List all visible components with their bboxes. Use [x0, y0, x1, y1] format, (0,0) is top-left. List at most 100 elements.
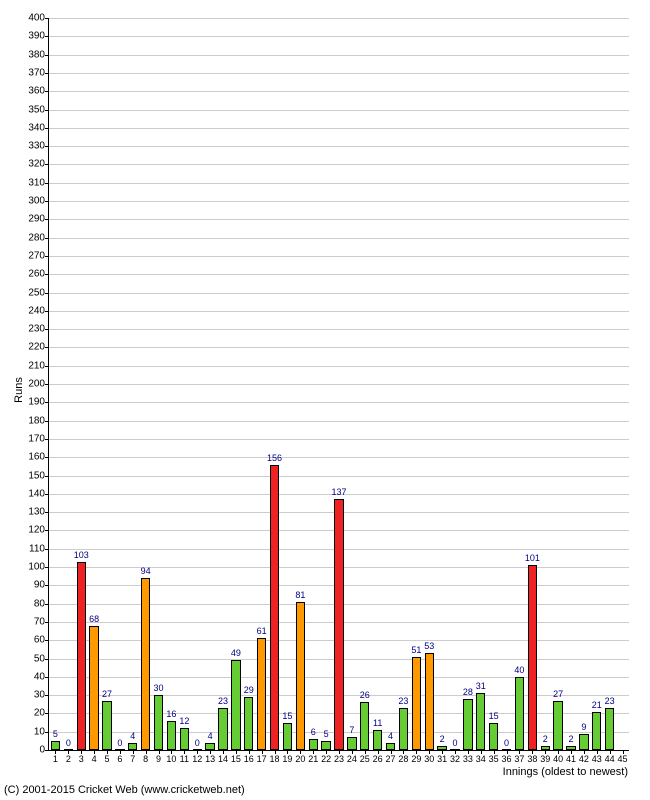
x-tick-label: 31 [437, 750, 447, 764]
grid-line [49, 128, 629, 129]
y-tick-label: 340 [28, 122, 49, 133]
y-tick-label: 290 [28, 214, 49, 225]
bar [141, 578, 150, 750]
bar [437, 746, 446, 750]
bar [360, 702, 369, 750]
y-tick-label: 50 [34, 653, 49, 664]
bar-value-label: 27 [102, 689, 112, 699]
bar [553, 701, 562, 750]
y-tick-label: 370 [28, 67, 49, 78]
grid-line [49, 366, 629, 367]
grid-line [49, 238, 629, 239]
bar-value-label: 26 [360, 690, 370, 700]
bar-value-label: 23 [398, 696, 408, 706]
bar-value-label: 5 [324, 729, 329, 739]
grid-line [49, 18, 629, 19]
y-tick-label: 90 [34, 580, 49, 591]
x-tick-label: 11 [180, 750, 189, 764]
x-tick-label: 24 [347, 750, 357, 764]
x-tick-label: 16 [244, 750, 254, 764]
x-tick-label: 3 [79, 750, 84, 764]
bar-value-label: 23 [218, 696, 228, 706]
bar-value-label: 31 [476, 681, 486, 691]
y-tick-label: 40 [34, 671, 49, 682]
y-tick-label: 260 [28, 269, 49, 280]
bar [373, 730, 382, 750]
bar-value-label: 0 [66, 738, 71, 748]
y-tick-label: 400 [28, 13, 49, 24]
bar-value-label: 0 [452, 738, 457, 748]
y-tick-label: 390 [28, 31, 49, 42]
x-tick-label: 40 [553, 750, 563, 764]
grid-line [49, 476, 629, 477]
bar [450, 749, 459, 750]
x-tick-label: 30 [424, 750, 434, 764]
x-tick-label: 20 [295, 750, 305, 764]
x-tick-label: 4 [92, 750, 97, 764]
x-tick-label: 32 [450, 750, 460, 764]
y-tick-label: 110 [29, 543, 49, 554]
copyright-text: (C) 2001-2015 Cricket Web (www.cricketwe… [4, 784, 245, 796]
bar-value-label: 4 [388, 731, 393, 741]
y-tick-label: 310 [28, 177, 49, 188]
y-tick-label: 280 [28, 232, 49, 243]
bar-value-label: 49 [231, 648, 241, 658]
x-tick-label: 8 [143, 750, 148, 764]
x-tick-label: 44 [605, 750, 615, 764]
bar [257, 638, 266, 750]
bar-value-label: 68 [89, 614, 99, 624]
y-tick-label: 60 [34, 635, 49, 646]
grid-line [49, 421, 629, 422]
bar [283, 723, 292, 750]
x-tick-label: 18 [270, 750, 280, 764]
bar-value-label: 4 [130, 731, 135, 741]
bar [115, 749, 124, 750]
x-tick-label: 9 [156, 750, 161, 764]
bar [334, 499, 343, 750]
x-tick-label: 6 [117, 750, 122, 764]
bar-value-label: 4 [208, 731, 213, 741]
grid-line [49, 256, 629, 257]
y-tick-label: 20 [34, 708, 49, 719]
y-tick-label: 160 [28, 452, 49, 463]
y-tick-label: 350 [28, 104, 49, 115]
bar [89, 626, 98, 750]
bar [128, 743, 137, 750]
bar-value-label: 51 [411, 645, 421, 655]
y-tick-label: 130 [28, 507, 49, 518]
x-tick-label: 33 [463, 750, 473, 764]
grid-line [49, 347, 629, 348]
y-tick-label: 120 [28, 525, 49, 536]
grid-line [49, 73, 629, 74]
x-axis-title: Innings (oldest to newest) [503, 766, 628, 778]
x-tick-label: 7 [130, 750, 135, 764]
y-tick-label: 10 [34, 726, 49, 737]
grid-line [49, 293, 629, 294]
x-tick-label: 2 [66, 750, 71, 764]
grid-line [49, 36, 629, 37]
x-tick-label: 37 [514, 750, 524, 764]
grid-line [49, 439, 629, 440]
y-tick-label: 380 [28, 49, 49, 60]
bar-value-label: 156 [267, 453, 282, 463]
bar-value-label: 0 [504, 738, 509, 748]
bar-value-label: 2 [543, 734, 548, 744]
x-tick-label: 13 [205, 750, 215, 764]
y-tick-label: 100 [28, 562, 49, 573]
y-tick-label: 320 [28, 159, 49, 170]
bar [476, 693, 485, 750]
y-tick-label: 30 [34, 690, 49, 701]
bar-value-label: 27 [553, 689, 563, 699]
x-tick-label: 21 [308, 750, 318, 764]
y-tick-label: 360 [28, 86, 49, 97]
x-tick-label: 27 [386, 750, 396, 764]
grid-line [49, 384, 629, 385]
bar-value-label: 12 [179, 716, 189, 726]
x-tick-label: 36 [502, 750, 512, 764]
y-tick-label: 330 [28, 141, 49, 152]
x-tick-label: 1 [53, 750, 58, 764]
y-tick-label: 140 [28, 488, 49, 499]
bar-value-label: 15 [489, 711, 499, 721]
y-tick-label: 250 [28, 287, 49, 298]
x-tick-label: 14 [218, 750, 228, 764]
